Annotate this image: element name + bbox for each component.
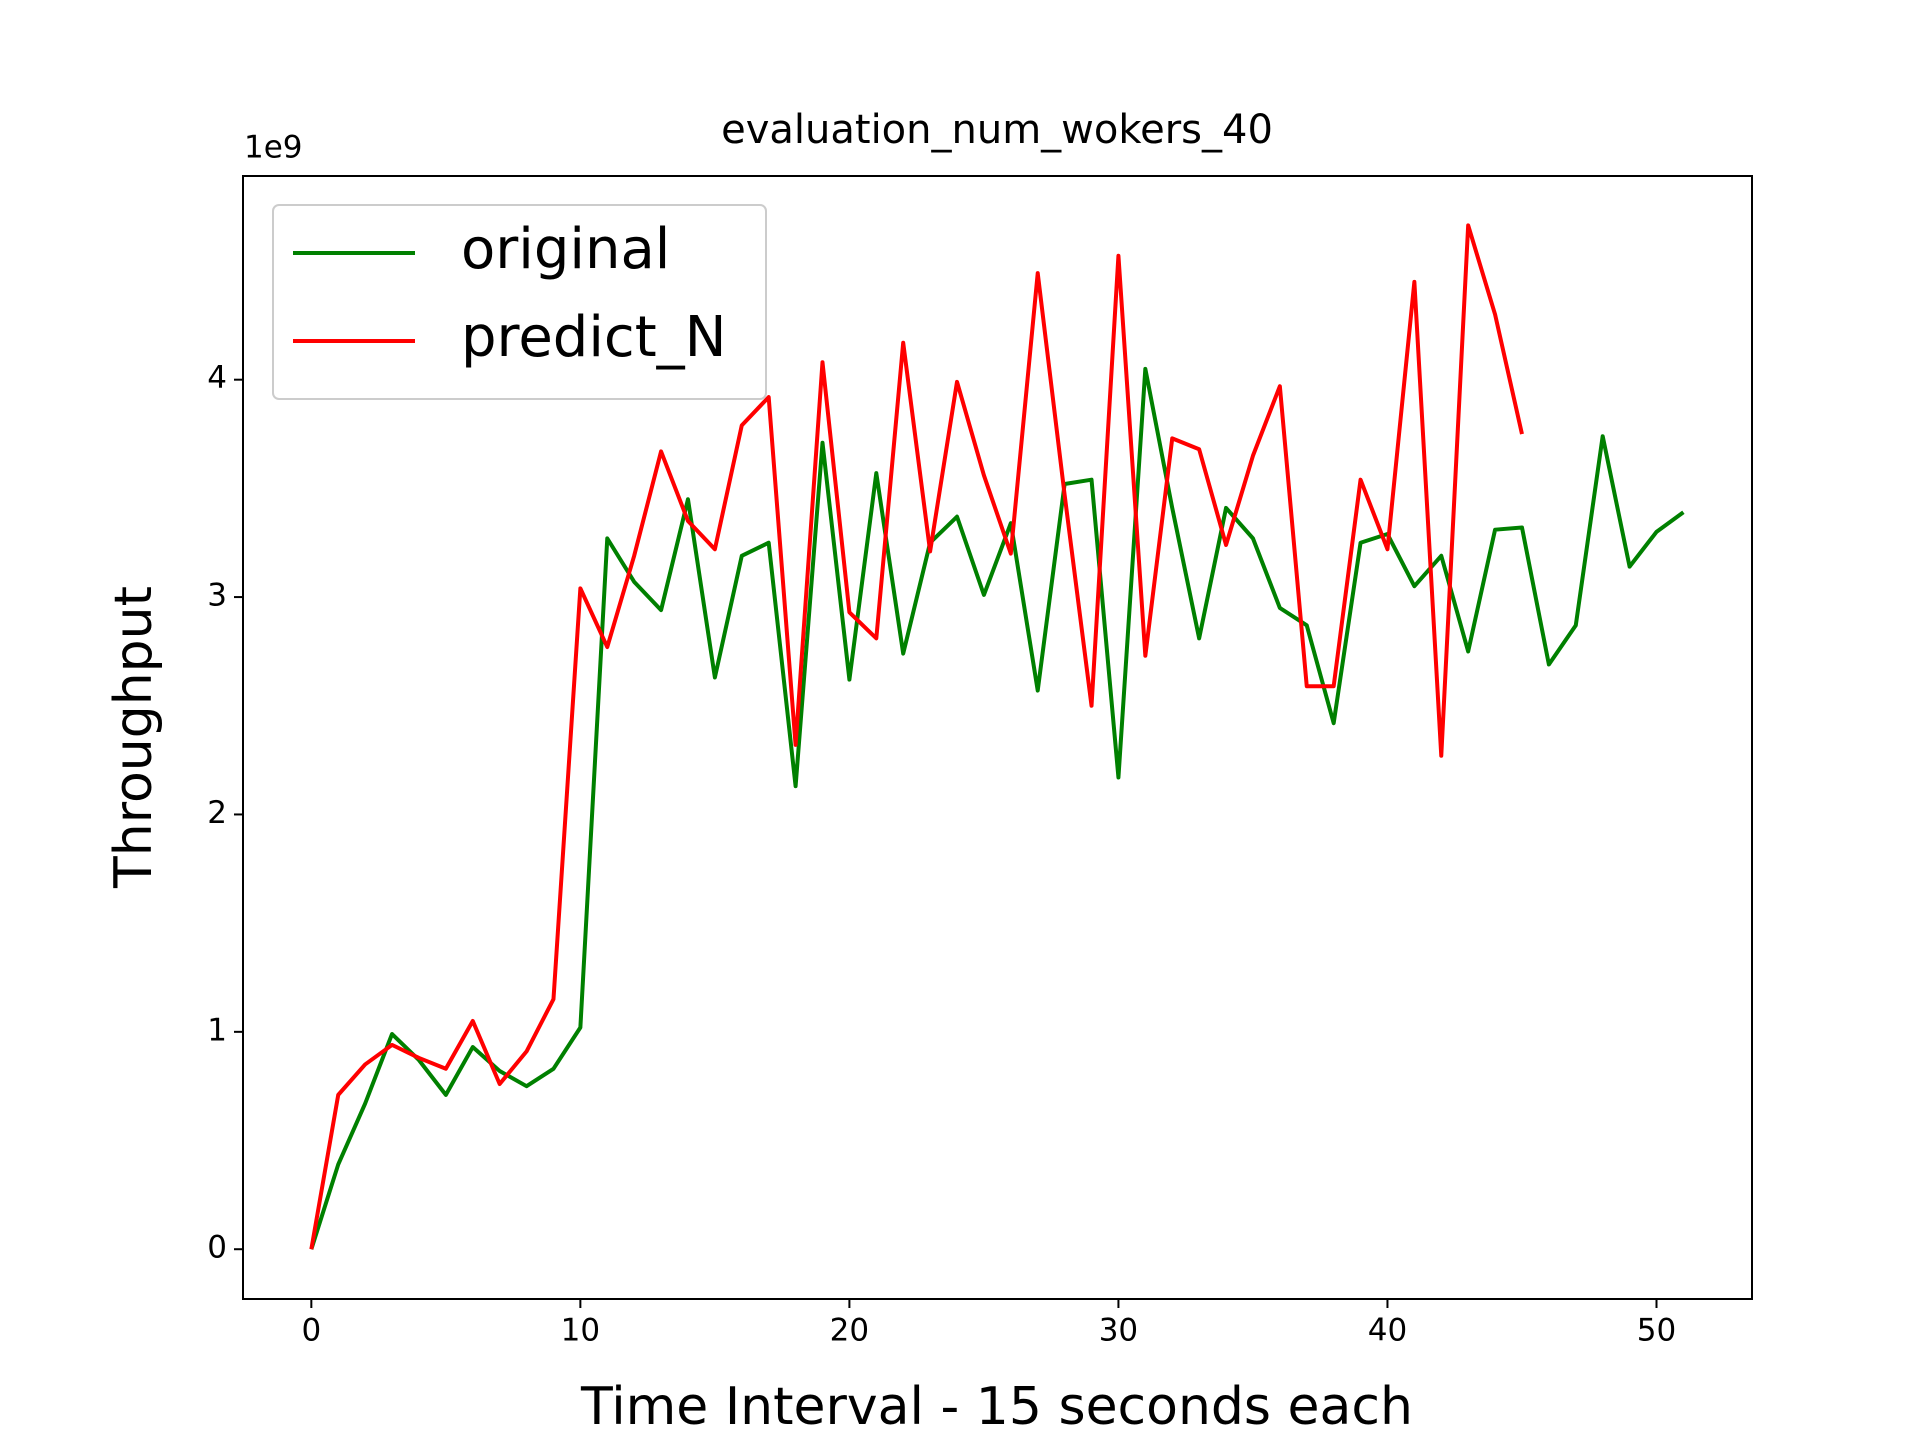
y-axis-label: Throughput (104, 586, 164, 889)
x-tick-label: 40 (1368, 1313, 1407, 1349)
line-series (309, 223, 1524, 1250)
legend-label: original (461, 217, 670, 282)
y-tick-label: 4 (207, 360, 227, 396)
plot-frame (242, 175, 1753, 1300)
x-tick-label: 10 (561, 1313, 600, 1349)
y-offset-label: 1e9 (244, 130, 303, 166)
x-tick-label: 30 (1099, 1313, 1138, 1349)
y-tick-label: 1 (207, 1012, 227, 1048)
x-axis-label: Time Interval - 15 seconds each (580, 1377, 1413, 1437)
y-tick-label: 2 (207, 795, 227, 831)
legend-label: predict_N (461, 305, 727, 370)
x-tick-label: 50 (1637, 1313, 1676, 1349)
x-tick-label: 0 (301, 1313, 321, 1349)
x-tick-label: 20 (830, 1313, 869, 1349)
chart-title: evaluation_num_wokers_40 (721, 107, 1273, 153)
y-tick-label: 0 (207, 1230, 227, 1266)
line-series (309, 366, 1685, 1250)
y-tick-label: 3 (207, 578, 227, 614)
